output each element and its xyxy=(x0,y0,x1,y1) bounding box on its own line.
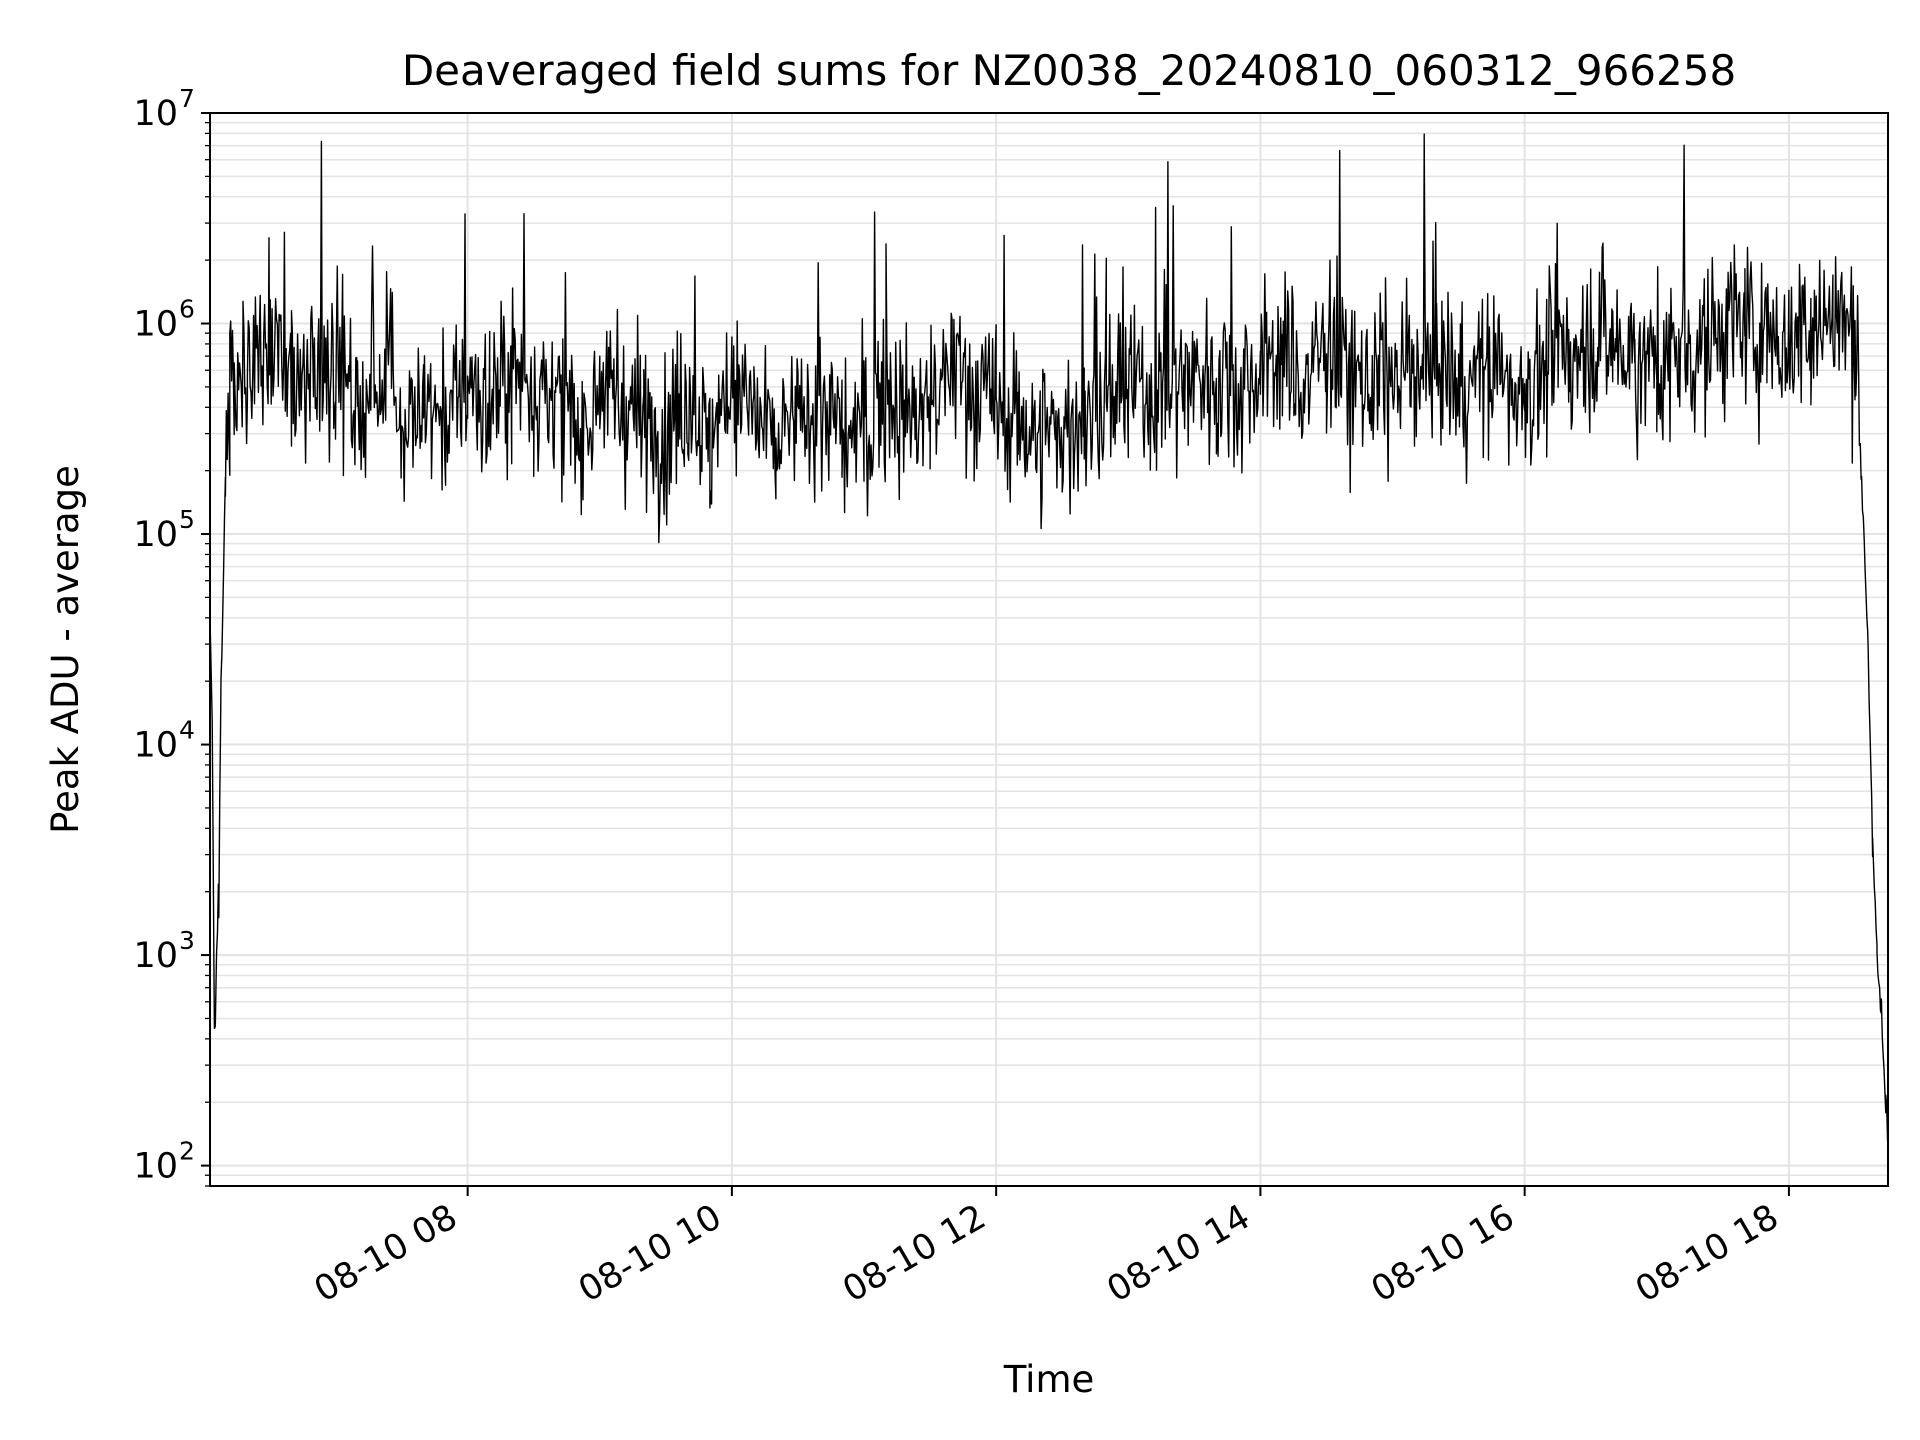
plot-area-frame xyxy=(209,112,1889,1187)
y-tick-label: 10 xyxy=(133,936,178,976)
series-line xyxy=(209,133,1889,1143)
y-tick-label: 10 xyxy=(133,726,178,766)
y-tick-exponent: 4 xyxy=(179,716,195,745)
y-tick-exponent: 6 xyxy=(179,295,195,324)
y-tick-label: 10 xyxy=(133,515,178,555)
y-tick-label: 10 xyxy=(133,1147,178,1187)
chart-title: Deaveraged field sums for NZ0038_2024081… xyxy=(402,46,1736,95)
y-tick-exponent: 7 xyxy=(179,84,195,113)
x-axis-label: Time xyxy=(1003,1358,1095,1401)
series xyxy=(209,133,1889,1143)
y-tick-label: 10 xyxy=(133,94,178,134)
y-axis-label: Peak ADU - average xyxy=(44,465,87,834)
y-tick-label: 10 xyxy=(133,305,178,345)
y-tick-exponent: 3 xyxy=(179,926,195,955)
y-tick-exponent: 5 xyxy=(179,505,195,534)
y-tick-exponent: 2 xyxy=(179,1137,195,1166)
